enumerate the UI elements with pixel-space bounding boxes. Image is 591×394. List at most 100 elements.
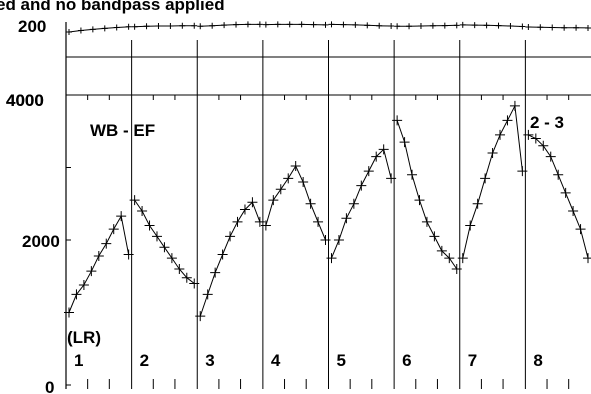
data-point [444,253,455,264]
data-point [553,169,564,180]
data-point [583,253,591,264]
data-point [386,173,397,184]
data-point [286,21,293,28]
data-point [151,231,162,242]
data-point [262,21,269,28]
data-point [495,129,506,140]
data-point [352,21,359,28]
data-point [202,289,213,300]
data-point [406,23,413,30]
data-point [310,21,317,28]
data-point [197,23,204,30]
data-point [326,253,337,264]
panel-label: 2 [140,351,149,370]
baseline-label: WB - EF [90,121,155,140]
series-line-panel-3 [199,201,261,317]
data-point [525,23,532,30]
data-point [407,169,418,180]
data-point [465,220,476,231]
data-point [290,161,301,172]
data-point [457,253,468,264]
data-point [459,21,466,28]
data-point [166,253,177,264]
data-point [239,204,250,215]
data-point [472,198,483,209]
data-point [86,266,97,277]
y-tick-label: 2000 [22,232,60,251]
data-point [71,289,82,300]
data-point [328,21,335,28]
data-point [268,195,279,206]
data-point [298,177,309,187]
series-line-panel-6 [396,120,458,270]
data-point [313,216,324,227]
data-point [144,220,155,231]
data-point [260,220,271,231]
data-point [181,272,192,283]
data-point [495,22,502,29]
data-point [275,184,286,195]
data-point [341,213,352,224]
data-point [371,151,382,162]
data-point [561,24,568,31]
data-point [137,206,148,216]
data-point [487,148,498,158]
data-point [502,115,513,126]
data-point [143,23,150,30]
chart-frame [65,22,591,389]
data-point [101,238,112,249]
data-point [399,137,410,148]
data-point [113,24,120,31]
data-point [322,21,329,28]
series-line-panel-5 [331,148,392,259]
data-point [77,27,84,34]
data-point [320,235,331,245]
data-point [394,23,401,30]
data-point [421,216,432,227]
data-point [233,21,240,28]
data-point [537,24,544,31]
panel-label: 5 [337,351,346,370]
series-line-panel-1 [68,214,130,313]
data-point [517,166,528,177]
data-point [480,173,491,184]
data-point [436,245,447,256]
data-point [451,264,462,274]
data-point [348,198,359,209]
data-point [560,187,571,198]
data-point [392,115,403,126]
data-point [573,24,580,31]
data-point [363,166,374,177]
data-point [483,22,490,29]
y-tick-label: 200 [18,17,46,36]
data-point [298,21,305,28]
data-point [179,22,186,29]
panel-label: 8 [533,351,542,370]
top-strip-series [66,21,591,35]
data-point [217,249,228,260]
chart-title: ed and no bandpass applied [0,0,225,14]
data-point [131,23,138,30]
panel-label: 1 [74,351,83,370]
panel-label: 6 [402,351,411,370]
data-point [89,26,96,33]
data-point [244,21,251,28]
data-point [254,216,265,227]
data-point [64,307,74,318]
data-point [155,23,162,30]
data-point [523,129,534,140]
data-point [545,151,556,162]
data-point [174,264,185,274]
data-point [417,23,424,30]
data-point [538,140,549,151]
y-tick-label: 4000 [6,91,44,110]
data-point [129,195,140,206]
data-point [274,21,281,28]
data-point [414,195,425,206]
data-point [247,197,258,208]
y-tick-label: 0 [45,378,54,394]
data-point [232,216,243,227]
data-point [507,23,514,30]
data-point [116,211,127,222]
